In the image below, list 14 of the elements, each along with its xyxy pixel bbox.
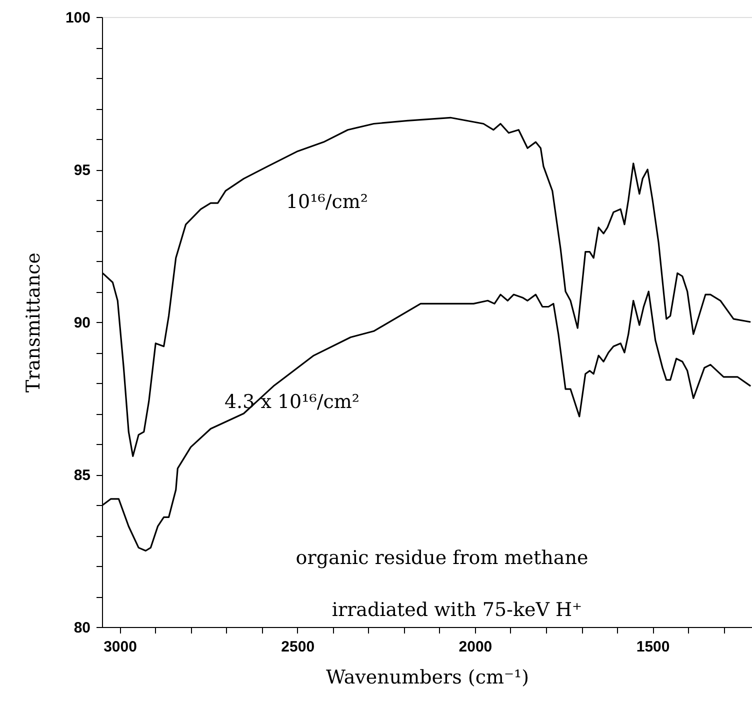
y-tick-label: 85 <box>74 467 90 484</box>
x-axis-title: Wavenumbers (cm⁻¹) <box>326 666 530 688</box>
annotation: irradiated with 75-keV H⁺ <box>332 599 582 621</box>
annotation: organic residue from methane <box>296 547 588 569</box>
series-label: 10¹⁶/cm² <box>286 191 368 213</box>
y-axis-title: Transmittance <box>22 252 44 392</box>
x-tick-label: 1500 <box>636 638 670 656</box>
x-tick-label: 3000 <box>104 638 137 656</box>
y-tick-label: 90 <box>74 314 90 332</box>
y-tick-label: 80 <box>74 620 90 636</box>
y-tick-label: 95 <box>74 162 90 179</box>
x-tick-label: 2500 <box>281 638 315 656</box>
y-tick-label: 100 <box>65 10 90 26</box>
x-tick-label: 2000 <box>458 638 492 656</box>
